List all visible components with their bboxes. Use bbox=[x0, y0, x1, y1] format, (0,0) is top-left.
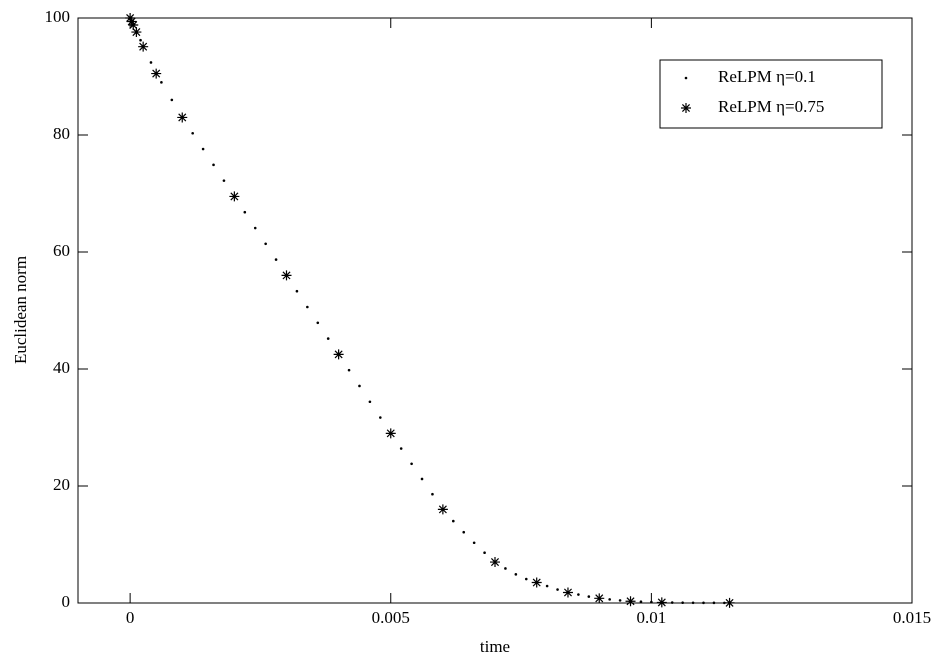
y-tick-label: 80 bbox=[53, 124, 70, 143]
point bbox=[504, 567, 507, 570]
point bbox=[712, 601, 716, 605]
point bbox=[399, 447, 403, 450]
point bbox=[437, 504, 448, 515]
point bbox=[681, 601, 684, 605]
point bbox=[222, 179, 226, 182]
point bbox=[410, 462, 413, 466]
point bbox=[264, 242, 267, 246]
legend-marker bbox=[681, 103, 691, 113]
point bbox=[125, 13, 136, 23]
point bbox=[151, 68, 162, 79]
legend-label: ReLPM η=0.1 bbox=[718, 67, 816, 86]
x-tick-label: 0.005 bbox=[372, 608, 410, 627]
point bbox=[131, 27, 142, 38]
plot-frame bbox=[77, 17, 913, 604]
point bbox=[594, 593, 605, 604]
point bbox=[126, 16, 137, 27]
point bbox=[514, 573, 518, 576]
y-tick-label: 40 bbox=[53, 358, 70, 377]
x-tick-label: 0.01 bbox=[637, 608, 667, 627]
point bbox=[639, 600, 643, 604]
point bbox=[253, 226, 257, 230]
point bbox=[490, 557, 500, 568]
point bbox=[618, 599, 622, 602]
point bbox=[138, 41, 149, 52]
point bbox=[562, 587, 573, 598]
point bbox=[243, 210, 247, 214]
point bbox=[385, 428, 396, 439]
point bbox=[316, 321, 320, 325]
x-tick-label: 0.015 bbox=[893, 608, 931, 627]
point bbox=[577, 593, 580, 596]
point bbox=[333, 349, 344, 360]
y-tick-label: 100 bbox=[45, 7, 71, 26]
point bbox=[229, 191, 240, 202]
point bbox=[212, 163, 215, 167]
y-tick-label: 0 bbox=[62, 592, 71, 611]
point bbox=[608, 598, 611, 601]
point bbox=[306, 305, 309, 309]
legend-marker bbox=[684, 76, 688, 80]
point bbox=[379, 416, 382, 419]
point bbox=[295, 289, 299, 293]
legend-box bbox=[659, 59, 883, 129]
point bbox=[524, 577, 528, 581]
point bbox=[472, 541, 476, 545]
point bbox=[149, 61, 153, 64]
point bbox=[670, 601, 674, 604]
y-tick-label: 60 bbox=[53, 241, 70, 260]
point bbox=[650, 600, 653, 604]
y-axis-label: Euclidean norm bbox=[11, 256, 30, 364]
point bbox=[274, 258, 278, 261]
point bbox=[656, 597, 667, 608]
point bbox=[347, 368, 351, 372]
point bbox=[358, 384, 361, 388]
point bbox=[191, 131, 194, 135]
point bbox=[128, 20, 139, 31]
x-axis-label: time bbox=[480, 637, 510, 656]
point bbox=[462, 530, 466, 534]
point bbox=[420, 477, 424, 481]
point bbox=[531, 577, 542, 588]
point bbox=[724, 597, 735, 608]
point bbox=[625, 596, 636, 607]
point bbox=[545, 584, 549, 588]
point bbox=[139, 38, 142, 42]
point bbox=[431, 492, 434, 496]
point bbox=[587, 595, 591, 598]
point bbox=[170, 98, 174, 102]
point bbox=[281, 270, 292, 281]
point bbox=[368, 400, 372, 404]
x-tick-label: 0 bbox=[126, 608, 135, 627]
point bbox=[160, 81, 163, 84]
point bbox=[556, 588, 559, 591]
point bbox=[326, 337, 330, 340]
point bbox=[201, 147, 205, 151]
point bbox=[483, 551, 486, 554]
point bbox=[691, 601, 695, 605]
point bbox=[452, 519, 455, 523]
y-tick-label: 20 bbox=[53, 475, 70, 494]
point bbox=[702, 601, 705, 605]
point bbox=[177, 112, 188, 123]
point bbox=[723, 601, 726, 605]
legend-label: ReLPM η=0.75 bbox=[718, 97, 824, 116]
